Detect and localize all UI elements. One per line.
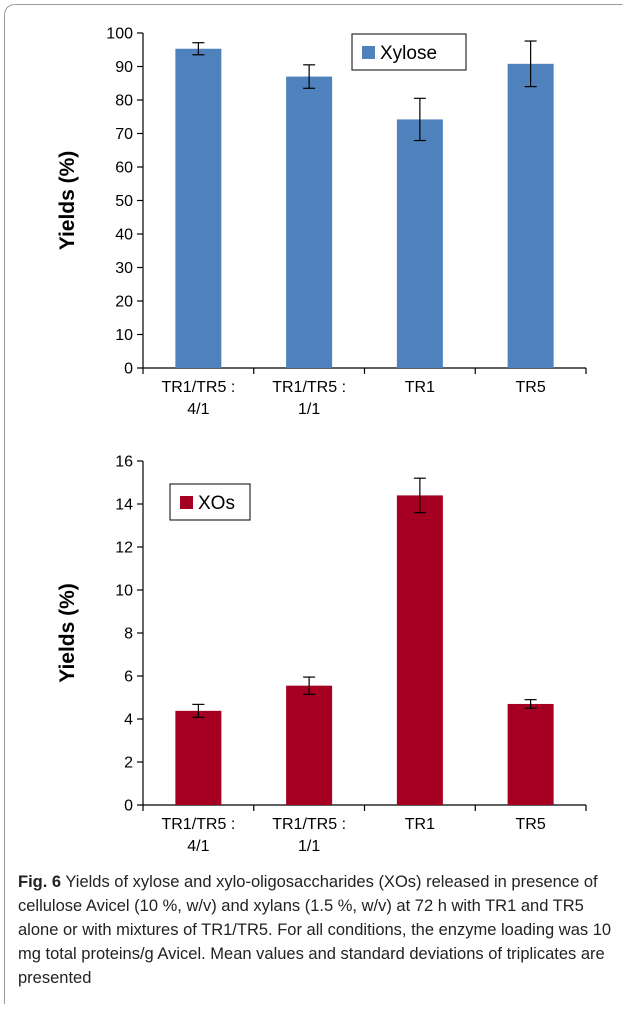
y-tick-label: 60 [115,160,133,177]
y-tick-label: 14 [115,497,133,514]
y-axis-label: Yields (%) [56,151,79,251]
frame-border [4,4,623,1004]
y-tick-label: 16 [115,454,133,471]
category-label: TR1/TR5 : [272,816,346,833]
category-label: 1/1 [298,401,320,418]
y-tick-label: 100 [106,26,133,43]
y-tick-label: 30 [115,260,133,277]
category-label: TR1/TR5 : [161,379,235,396]
bar [175,710,222,805]
y-tick-label: 10 [115,327,133,344]
legend-label: XOs [198,493,235,514]
legend-swatch [362,46,375,59]
y-tick-label: 10 [115,583,133,600]
bar [507,703,554,805]
y-tick-label: 0 [124,361,133,378]
y-tick-label: 90 [115,59,133,76]
bar [175,48,222,369]
bar [396,119,443,369]
bar [507,63,554,368]
y-tick-label: 20 [115,294,133,311]
category-label: TR1/TR5 : [161,816,235,833]
y-tick-label: 70 [115,126,133,143]
figure-caption: Fig. 6 Yields of xylose and xylo-oligosa… [18,870,614,990]
caption-label: Fig. 6 [18,873,62,891]
y-tick-label: 40 [115,227,133,244]
y-axis-label: Yields (%) [56,583,79,683]
category-label: TR5 [516,379,546,396]
y-tick-label: 6 [124,669,133,686]
bar [396,495,443,805]
category-label: 1/1 [298,838,320,855]
category-label: TR1 [405,816,435,833]
y-tick-label: 8 [124,626,133,643]
y-tick-label: 80 [115,93,133,110]
bar [286,685,333,805]
y-tick-label: 4 [124,712,133,729]
category-label: TR5 [516,816,546,833]
xylose-bar-chart: 0 10 20 30 40 50 60 70 80 90 100 TR1/TR5 : 4/1 TR1/TR… [56,26,587,418]
legend-label: Xylose [380,43,437,64]
category-label: 4/1 [187,401,209,418]
y-tick-label: 50 [115,193,133,210]
legend-swatch [180,496,193,509]
xos-bar-chart: 0 2 4 6 8 10 12 14 16 TR1/TR5 : 4/1 TR1/TR5 : 1/1 TR1… [56,454,587,855]
category-label: TR1 [405,379,435,396]
caption-text: Yields of xylose and xylo-oligosaccharid… [18,873,612,987]
y-tick-label: 12 [115,540,133,557]
y-tick-label: 0 [124,798,133,815]
bar [286,76,333,369]
category-label: 4/1 [187,838,209,855]
y-tick-label: 2 [124,755,133,772]
category-label: TR1/TR5 : [272,379,346,396]
figure-frame [4,4,623,1005]
